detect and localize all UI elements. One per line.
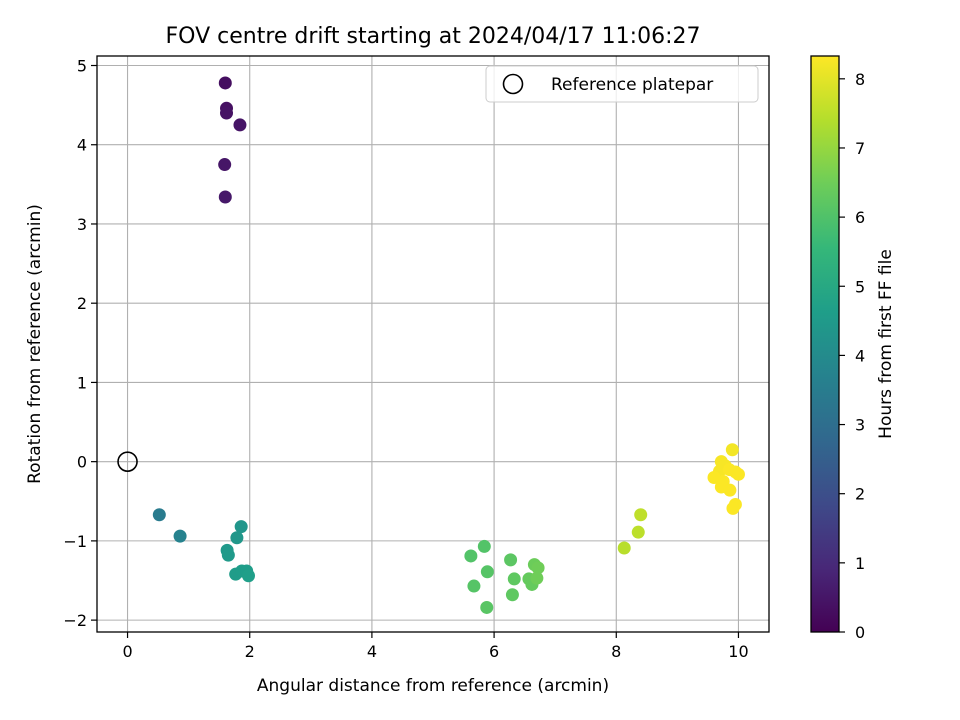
x-axis-label: Angular distance from reference (arcmin) (257, 676, 609, 696)
scatter-point (173, 529, 187, 543)
legend-box (485, 65, 759, 103)
scatter-point (531, 561, 545, 575)
scatter-point (726, 501, 740, 515)
y-tick-label: −2 (63, 611, 87, 630)
colorbar-tick-label: 3 (855, 416, 865, 435)
scatter-point (230, 531, 244, 545)
scatter-point (631, 525, 645, 539)
data-points (152, 76, 745, 614)
scatter-point (480, 565, 494, 579)
legend-marker (502, 73, 524, 95)
scatter-point (477, 539, 491, 553)
colorbar-ticks: 0 1 2 3 4 5 6 7 8 (839, 70, 865, 642)
scatter-point (617, 541, 631, 555)
y-axis-label: Rotation from reference (arcmin) (25, 204, 45, 484)
colorbar-tick-label: 2 (855, 485, 865, 504)
x-tick-label: 8 (611, 642, 621, 661)
plot-frame (96, 55, 770, 633)
grid-lines (97, 56, 769, 632)
colorbar-tick-label: 1 (855, 554, 865, 573)
colorbar-label: Hours from first FF file (876, 249, 896, 439)
colorbar-tick-label: 7 (855, 139, 865, 158)
chart-title: FOV centre drift starting at 2024/04/17 … (166, 24, 701, 49)
legend-entry-reference-platepar: Reference platepar (551, 75, 713, 95)
x-tick-label: 6 (489, 642, 499, 661)
scatter-point (233, 118, 247, 132)
colorbar-tick-label: 8 (855, 70, 865, 89)
scatter-point (723, 483, 737, 497)
scatter-point (480, 600, 494, 614)
x-tick-label: 10 (728, 642, 748, 661)
y-tick-label: 1 (77, 373, 87, 392)
x-tick-label: 4 (367, 642, 377, 661)
scatter-point (218, 190, 232, 204)
colorbar-tick-label: 6 (855, 208, 865, 227)
y-tick-label: 3 (77, 215, 87, 234)
scatter-point (731, 467, 745, 481)
scatter-point (464, 549, 478, 563)
x-tick-label: 2 (245, 642, 255, 661)
colorbar-tick-label: 4 (855, 346, 865, 365)
scatter-point (218, 76, 232, 90)
colorbar (810, 55, 840, 633)
y-tick-label: 0 (77, 453, 87, 472)
scatter-point (634, 508, 648, 522)
scatter-point (504, 553, 518, 567)
x-axis-ticks: 0 2 4 6 8 10 (122, 632, 749, 661)
y-axis-ticks: −2 −1 0 1 2 3 4 5 (63, 57, 97, 630)
colorbar-tick-label: 0 (855, 623, 865, 642)
reference-marker (117, 451, 138, 472)
scatter-point (725, 443, 739, 457)
x-tick-label: 0 (122, 642, 132, 661)
scatter-point (152, 508, 166, 522)
scatter-point (218, 158, 232, 172)
scatter-point (221, 548, 235, 562)
y-tick-label: 5 (77, 57, 87, 76)
scatter-point (234, 520, 248, 534)
scatter-point (220, 106, 234, 120)
colorbar-tick-label: 5 (855, 277, 865, 296)
scatter-point (530, 571, 544, 585)
y-tick-label: 2 (77, 294, 87, 313)
scatter-point (242, 569, 256, 583)
scatter-point (505, 588, 519, 602)
legend: Reference platepar (485, 65, 759, 103)
scatter-point (507, 572, 521, 586)
y-tick-label: −1 (63, 532, 87, 551)
y-tick-label: 4 (77, 136, 87, 155)
scatter-point (467, 579, 481, 593)
